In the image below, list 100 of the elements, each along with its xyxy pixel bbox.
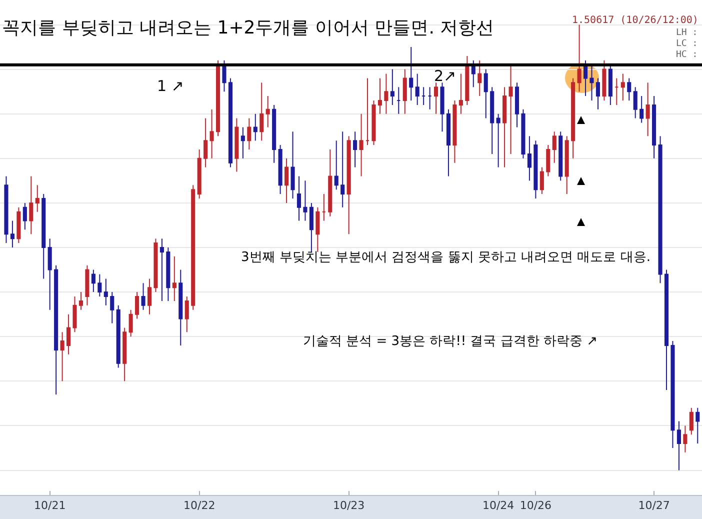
candlestick — [147, 278, 152, 315]
candlestick — [4, 176, 8, 244]
candlestick — [346, 136, 351, 235]
candlestick — [446, 108, 451, 177]
candlestick — [664, 269, 669, 391]
candlestick — [696, 407, 700, 444]
x-tick-label: 10/27 — [638, 499, 670, 512]
candlestick — [228, 78, 232, 168]
annotation: 3번째 부딪치는 부분에서 검정색을 뚫지 못하고 내려오면 매도로 대응. — [241, 250, 650, 265]
candlestick — [583, 60, 588, 97]
candlestick — [16, 206, 21, 244]
candlestick — [646, 82, 650, 137]
candlestick — [98, 274, 102, 298]
candlestick — [496, 113, 500, 168]
candlestick — [390, 68, 394, 106]
candlestick — [48, 238, 52, 310]
candlestick — [334, 140, 338, 190]
candlestick — [384, 73, 388, 114]
candlestick — [260, 82, 264, 142]
candlestick — [22, 202, 27, 230]
candlestick — [484, 68, 488, 119]
candlestick — [608, 64, 612, 106]
candlestick — [458, 73, 463, 114]
candlestick — [571, 78, 576, 159]
candlestick — [266, 96, 270, 128]
candlestick — [359, 113, 364, 177]
candlestick — [72, 296, 77, 333]
candlestick — [658, 136, 662, 284]
candlestick — [216, 60, 220, 137]
candlestick — [620, 73, 625, 101]
candlestick — [534, 140, 538, 199]
candlestick — [160, 238, 164, 302]
candlestick — [10, 220, 14, 248]
candlestick — [322, 194, 326, 222]
candlestick — [633, 86, 638, 119]
candlestick — [428, 86, 432, 110]
candlestick — [204, 118, 208, 168]
candlestick — [253, 113, 258, 142]
candlestick — [116, 304, 120, 368]
candlestick — [478, 60, 482, 97]
candlestick — [353, 131, 358, 168]
candlestick — [396, 86, 401, 114]
candlestick — [508, 64, 513, 154]
candlestick — [303, 180, 308, 222]
candlestick — [689, 407, 694, 436]
candlestick — [78, 292, 83, 310]
candlestick — [328, 148, 332, 217]
x-tick-label: 10/26 — [520, 499, 552, 512]
candlestick — [372, 100, 376, 146]
x-tick-label: 10/22 — [183, 499, 216, 512]
candlestick — [172, 256, 176, 302]
candlestick — [378, 78, 382, 114]
candlestick — [552, 131, 556, 164]
candlestick — [290, 131, 295, 199]
x-tick-label: 10/21 — [34, 499, 66, 512]
candlestick — [590, 64, 594, 101]
candlestick — [434, 82, 438, 114]
candlestick — [365, 78, 370, 146]
candlestick — [614, 78, 619, 106]
candlestick — [546, 144, 550, 177]
candlestick — [652, 96, 656, 159]
candlestick — [141, 282, 146, 310]
candlestick — [402, 68, 407, 114]
candlestick — [471, 60, 476, 88]
candlestick — [197, 148, 202, 199]
chart-title: 꼭지를 부딪히고 내려오는 1+2두개를 이어서 만들면. 저항선 — [2, 17, 494, 38]
candlestick — [154, 238, 158, 293]
candlestick — [596, 78, 600, 110]
candlestick — [640, 96, 644, 124]
annotation: 1.50617 (10/26/12:00) — [572, 15, 698, 26]
candlestick — [234, 118, 239, 172]
candlestick — [683, 425, 688, 453]
candlestick — [166, 247, 170, 302]
candlestick — [558, 131, 563, 182]
candlestick — [627, 78, 632, 101]
candlestick — [135, 292, 140, 320]
candlestick — [440, 82, 444, 132]
candlestick — [409, 46, 414, 101]
candlestick — [540, 166, 544, 195]
candlestick — [284, 158, 289, 204]
annotation: 1 ↗ — [157, 77, 184, 95]
candlestick — [316, 206, 320, 252]
candlestick — [676, 420, 681, 471]
candlestick — [465, 55, 470, 106]
candlestick — [104, 278, 108, 306]
candlestick — [272, 104, 276, 164]
candlestick — [54, 264, 58, 396]
candlestick — [35, 184, 40, 212]
annotation: HC : — [676, 50, 698, 60]
candlestick — [85, 264, 90, 306]
annotation: 기술적 분석 = 3봉은 하락!! 결국 급격한 하락중 ↗ — [303, 334, 598, 349]
candlestick — [42, 194, 46, 280]
candlestick — [210, 108, 214, 159]
candlestick — [66, 314, 71, 355]
candlestick — [670, 340, 675, 448]
candlestick — [110, 292, 114, 324]
annotation: 2↗ — [434, 67, 456, 85]
candlestick — [564, 136, 569, 195]
annotation: LH : — [676, 28, 698, 38]
candlestick — [60, 332, 64, 382]
